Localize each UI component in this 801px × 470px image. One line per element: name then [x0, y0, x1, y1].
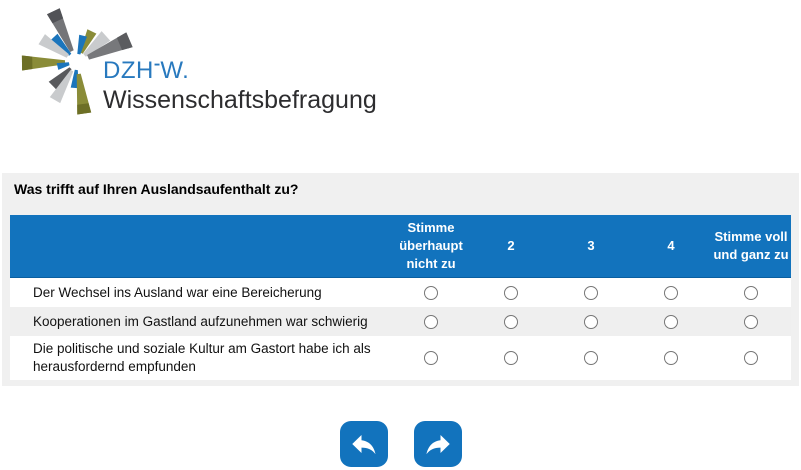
- answer-matrix: Stimme überhaupt nicht zu 2 3 4 Stimme voll …: [10, 215, 791, 380]
- matrix-header-spacer: [10, 215, 391, 277]
- radio-r2-c2[interactable]: [504, 314, 518, 329]
- row-label-text: Die politische und soziale Kultur am Gas…: [33, 341, 371, 374]
- column-header-1: Stimme überhaupt nicht zu: [399, 220, 463, 271]
- row-label-text: Kooperationen im Gastland aufzunehmen wa…: [33, 313, 368, 329]
- answer-cell-r2-c4: [631, 314, 711, 329]
- column-header-4: 4: [667, 238, 675, 253]
- question-title: Was trifft auf Ihren Auslandsaufenthalt …: [14, 181, 299, 197]
- answer-cell-r3-c3: [551, 351, 631, 365]
- answer-cell-r3-c1: [391, 351, 471, 365]
- answer-cell-r3-c4: [631, 351, 711, 365]
- radio-r1-c4[interactable]: [664, 285, 678, 300]
- radio-r2-c5[interactable]: [744, 314, 758, 329]
- answer-cell-r1-c4: [631, 285, 711, 300]
- answer-cell-r1-c5: [711, 285, 791, 300]
- radio-r1-c5[interactable]: [744, 285, 758, 300]
- answer-cell-r1-c3: [551, 285, 631, 300]
- answer-cell-r3-c5: [711, 351, 791, 365]
- matrix-header-row: Stimme überhaupt nicht zu 2 3 4 Stimme voll …: [10, 215, 791, 278]
- radio-r3-c4[interactable]: [664, 351, 678, 365]
- radio-r3-c5[interactable]: [744, 351, 758, 365]
- radio-r3-c3[interactable]: [584, 351, 598, 365]
- matrix-rows: Der Wechsel ins Ausland war eine Bereich…: [10, 278, 791, 380]
- column-header-2: 2: [507, 238, 515, 253]
- brand-text-block: DZH-W. Wissenschaftsbefragung: [103, 50, 377, 114]
- dzhw-wordmark: DZH-W.: [103, 50, 377, 85]
- answer-cell-r2-c1: [391, 314, 471, 329]
- radio-r1-c3[interactable]: [584, 285, 598, 300]
- radio-r2-c3[interactable]: [584, 314, 598, 329]
- answer-cell-r3-c2: [471, 351, 551, 365]
- row-label: Der Wechsel ins Ausland war eine Bereich…: [10, 280, 391, 306]
- answer-cell-r2-c2: [471, 314, 551, 329]
- table-row-1: Der Wechsel ins Ausland war eine Bereich…: [10, 278, 791, 307]
- column-header-5: Stimme voll und ganz zu: [713, 229, 789, 262]
- forward-arrow-icon: [426, 435, 450, 455]
- wordmark-part1: DZH: [103, 57, 154, 84]
- radio-r2-c4[interactable]: [664, 314, 678, 329]
- dzhw-starburst-logo-icon: [21, 8, 133, 115]
- back-arrow-icon: [351, 435, 375, 455]
- column-header-3: 3: [587, 238, 595, 253]
- wordmark-part2: W.: [160, 57, 190, 84]
- table-row-3: Die politische und soziale Kultur am Gas…: [10, 336, 791, 380]
- row-label-text: Der Wechsel ins Ausland war eine Bereich…: [33, 284, 322, 300]
- radio-r3-c2[interactable]: [504, 351, 518, 365]
- radio-r2-c1[interactable]: [424, 314, 438, 329]
- radio-r1-c1[interactable]: [424, 285, 438, 300]
- answer-cell-r2-c3: [551, 314, 631, 329]
- table-row-2: Kooperationen im Gastland aufzunehmen wa…: [10, 307, 791, 336]
- answer-cell-r1-c2: [471, 285, 551, 300]
- radio-r3-c1[interactable]: [424, 351, 438, 365]
- row-label: Kooperationen im Gastland aufzunehmen wa…: [10, 309, 391, 335]
- forward-button[interactable]: [413, 421, 462, 467]
- logo-subtitle: Wissenschaftsbefragung: [103, 86, 377, 114]
- answer-cell-r2-c5: [711, 314, 791, 329]
- radio-r1-c2[interactable]: [504, 285, 518, 300]
- navigation-buttons: [0, 421, 801, 467]
- answer-cell-r1-c1: [391, 285, 471, 300]
- question-panel: Was trifft auf Ihren Auslandsaufenthalt …: [2, 173, 799, 386]
- header-logo-area: DZH-W. Wissenschaftsbefragung: [0, 0, 801, 173]
- row-label: Die politische und soziale Kultur am Gas…: [10, 336, 391, 380]
- back-button[interactable]: [339, 421, 388, 467]
- wordmark-hyphen: -: [153, 50, 161, 77]
